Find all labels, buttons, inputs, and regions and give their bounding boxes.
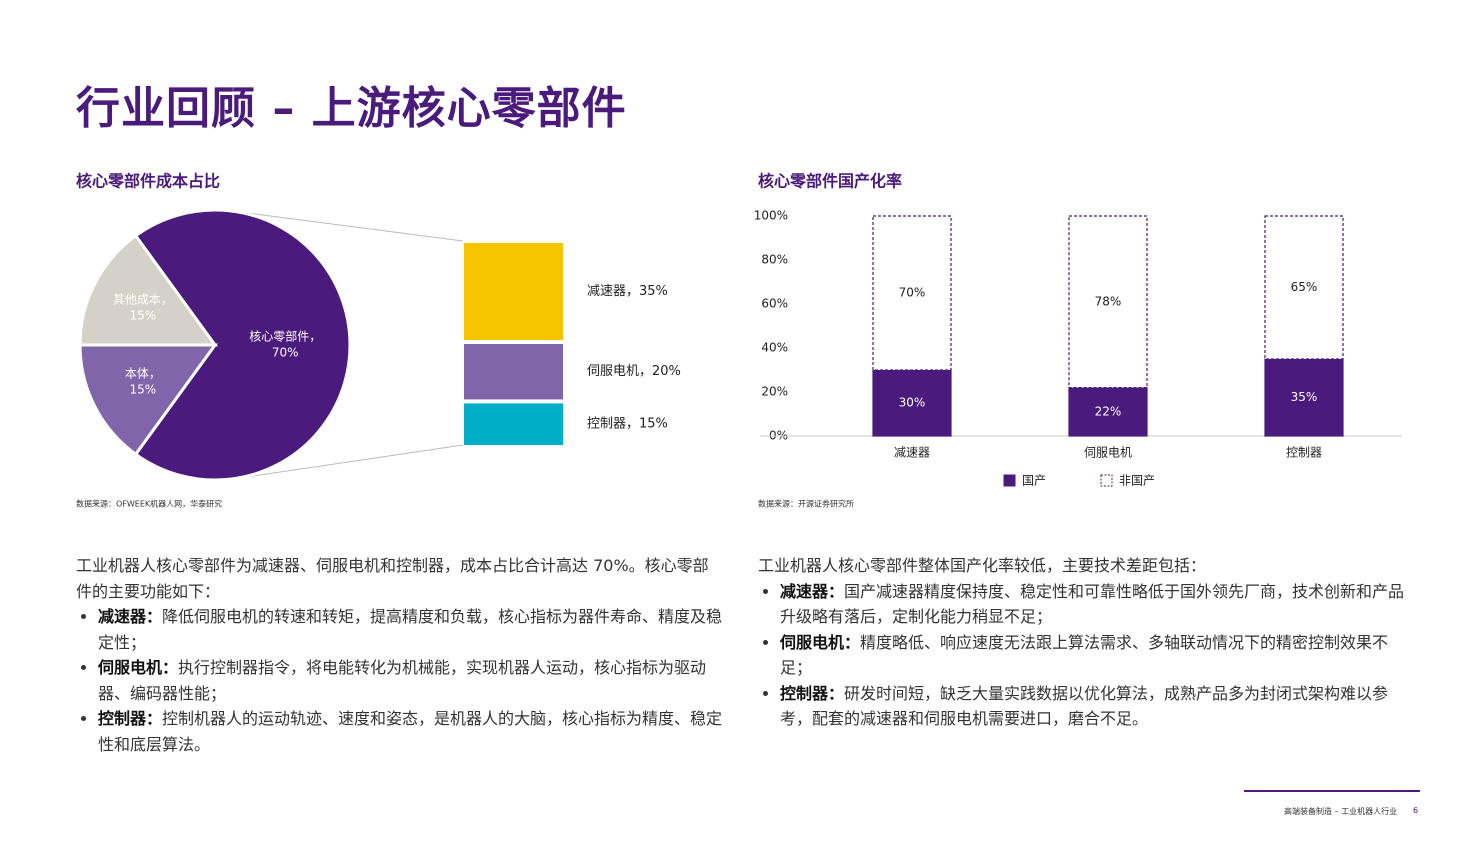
pie-slice <box>133 208 352 482</box>
slice-value: 15% <box>129 309 156 323</box>
bullet-term: 减速器： <box>98 607 163 626</box>
bullet-term: 控制器： <box>780 683 845 703</box>
y-tick-label: 40% <box>761 341 788 355</box>
bullet-text: 精度略低、响应速度无法跟上算法需求、多轴联动情况下的精密控制效果不足； <box>780 632 1389 678</box>
connector <box>239 211 464 242</box>
bullet-list: 减速器：国产减速器精度保持度、稳定性和可靠性略低于国外领先厂商，技术创新和产品升… <box>758 579 1406 732</box>
bullet-text: 国产减速器精度保持度、稳定性和可靠性略低于国外领先厂商，技术创新和产品升级略有落… <box>780 581 1405 627</box>
bar <box>872 215 952 371</box>
breakdown-bar <box>464 344 563 400</box>
bullet: 伺服电机：执行控制器指令，将电能转化为机械能，实现机器人运动，核心指标为驱动器、… <box>98 655 724 706</box>
x-tick-label: 控制器 <box>1286 446 1322 460</box>
bullet-text: 研发时间短，缺乏大量实践数据以优化算法，成熟产品多为封闭式架构难以参考，配套的减… <box>780 683 1389 729</box>
paragraph: 工业机器人核心零部件为减速器、伺服电机和控制器，成本占比合计高达 70%。核心零… <box>76 556 709 601</box>
bar <box>1264 215 1344 360</box>
bullet: 减速器：降低伺服电机的转速和转矩，提高精度和负载，核心指标为器件寿命、精度及稳定… <box>98 604 724 655</box>
value-label: 78% <box>1095 294 1122 308</box>
left-text: 工业机器人核心零部件为减速器、伺服电机和控制器，成本占比合计高达 70%。核心零… <box>76 553 724 757</box>
bullet: 减速器：国产减速器精度保持度、稳定性和可靠性略低于国外领先厂商，技术创新和产品升… <box>780 579 1406 630</box>
legend-label: 非国产 <box>1119 474 1155 488</box>
value-label: 22% <box>1095 404 1122 418</box>
bullet: 控制器：控制机器人的运动轨迹、速度和姿态，是机器人的大脑，核心指标为精度、稳定性… <box>98 706 724 757</box>
bar <box>1068 387 1148 437</box>
pie-slice <box>78 343 218 457</box>
source-note: 数据来源：OFWEEK机器人网，华泰研究 <box>76 499 222 509</box>
bullet-text: 控制机器人的运动轨迹、速度和姿态，是机器人的大脑，核心指标为精度、稳定性和底层算… <box>98 709 723 754</box>
breakdown-bar <box>464 403 563 445</box>
breakdown-label: 减速器，35% <box>587 284 668 299</box>
slice-label: 其他成本， <box>113 293 173 307</box>
bullet-list: 减速器：降低伺服电机的转速和转矩，提高精度和负载，核心指标为器件寿命、精度及稳定… <box>76 604 724 757</box>
bullet-term: 控制器： <box>98 709 163 728</box>
legend-swatch <box>1100 474 1113 487</box>
pie-slice <box>78 233 218 347</box>
paragraph: 工业机器人核心零部件整体国产化率较低，主要技术差距包括： <box>758 556 1207 575</box>
bar <box>1264 358 1344 437</box>
bar <box>1068 215 1148 389</box>
legend-swatch <box>1003 474 1016 487</box>
slide-title: 行业回顾 – 上游核心零部件 <box>76 83 627 134</box>
value-label: 70% <box>899 286 926 300</box>
slice-value: 70% <box>272 346 299 360</box>
y-tick-label: 20% <box>761 385 788 399</box>
y-tick-label: 60% <box>761 297 788 311</box>
chart-title: 核心零部件国产化率 <box>758 172 902 191</box>
y-tick-label: 100% <box>754 209 788 223</box>
slice-value: 15% <box>129 382 156 396</box>
slice-label: 本体， <box>125 366 161 380</box>
value-label: 30% <box>899 396 926 410</box>
y-tick-label: 80% <box>761 253 788 267</box>
legend-label: 国产 <box>1022 474 1046 488</box>
value-label: 35% <box>1291 390 1318 404</box>
footer-rule <box>1244 790 1420 792</box>
breakdown-label: 控制器，15% <box>587 417 668 432</box>
page-number: 6 <box>1413 806 1419 815</box>
bullet-term: 伺服电机： <box>780 632 861 652</box>
value-label: 65% <box>1291 280 1318 294</box>
connector <box>239 444 464 479</box>
slice-label: 核心零部件， <box>249 329 321 344</box>
bar <box>872 369 952 437</box>
source-note: 数据来源：开源证券研究所 <box>758 499 854 509</box>
bullet-term: 减速器： <box>780 581 845 601</box>
right-text: 工业机器人核心零部件整体国产化率较低，主要技术差距包括： 减速器：国产减速器精度… <box>758 553 1406 732</box>
x-tick-label: 伺服电机 <box>1084 446 1132 460</box>
bullet-text: 降低伺服电机的转速和转矩，提高精度和负载，核心指标为器件寿命、精度及稳定性； <box>98 607 723 652</box>
chart-title: 核心零部件成本占比 <box>76 172 220 191</box>
bullet: 控制器：研发时间短，缺乏大量实践数据以优化算法，成熟产品多为封闭式架构难以参考，… <box>780 681 1406 732</box>
breakdown-label: 伺服电机，20% <box>587 364 681 379</box>
bullet: 伺服电机：精度略低、响应速度无法跟上算法需求、多轴联动情况下的精密控制效果不足； <box>780 630 1406 681</box>
footer-text: 高端装备制造 – 工业机器人行业 <box>1284 807 1398 816</box>
charts: 核心零部件成本占比 核心零部件国产化率 数据来源：OFWEEK机器人网，华泰研究… <box>76 172 1402 509</box>
bullet-text: 执行控制器指令，将电能转化为机械能，实现机器人运动，核心指标为驱动器、编码器性能… <box>98 658 707 703</box>
bullet-term: 伺服电机： <box>98 658 179 677</box>
breakdown-bar <box>464 243 563 340</box>
x-tick-label: 减速器 <box>894 446 930 460</box>
